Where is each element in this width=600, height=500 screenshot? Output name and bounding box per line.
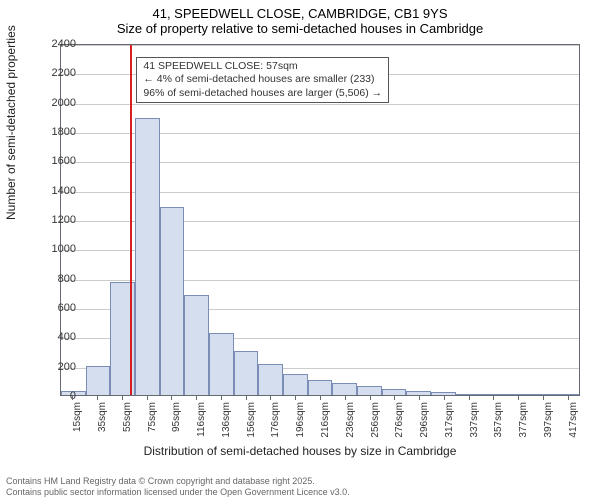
x-tick-label: 337sqm [469,402,480,438]
chart-plot-area: 41 SPEEDWELL CLOSE: 57sqm ← 4% of semi-d… [60,44,580,396]
x-tick-label: 75sqm [147,402,158,432]
x-tick-label: 55sqm [122,402,133,432]
x-tick-mark [345,396,346,400]
histogram-bar [480,394,505,395]
x-tick-mark [320,396,321,400]
x-axis-title: Distribution of semi-detached houses by … [0,444,600,458]
callout-box: 41 SPEEDWELL CLOSE: 57sqm ← 4% of semi-d… [136,57,389,102]
x-tick-mark [469,396,470,400]
histogram-bar [554,394,579,395]
footer-line-1: Contains HM Land Registry data © Crown c… [6,476,350,487]
footer-attribution: Contains HM Land Registry data © Crown c… [6,476,350,498]
y-tick-label: 2000 [36,97,76,109]
x-tick-mark [543,396,544,400]
histogram-bar [184,295,209,395]
histogram-bar [456,394,481,395]
histogram-bar [382,389,407,395]
footer-line-2: Contains public sector information licen… [6,487,350,498]
chart-title-sub: Size of property relative to semi-detach… [0,21,600,36]
histogram-bar [160,207,185,395]
x-tick-label: 176sqm [270,402,281,438]
x-tick-label: 397sqm [543,402,554,438]
x-tick-label: 116sqm [196,402,207,437]
x-tick-label: 417sqm [568,402,579,438]
x-tick-mark [568,396,569,400]
histogram-bar [209,333,234,395]
histogram-bar [258,364,283,395]
x-tick-mark [196,396,197,400]
y-tick-label: 0 [36,390,76,402]
x-tick-label: 317sqm [444,402,455,438]
y-tick-label: 1800 [36,126,76,138]
x-tick-label: 156sqm [246,402,257,438]
x-tick-label: 35sqm [97,402,108,432]
histogram-bar [332,383,357,395]
x-tick-mark [246,396,247,400]
x-tick-label: 357sqm [493,402,504,438]
y-tick-label: 1400 [36,185,76,197]
chart-title-block: 41, SPEEDWELL CLOSE, CAMBRIDGE, CB1 9YS … [0,0,600,36]
x-tick-label: 216sqm [320,402,331,438]
y-axis-title: Number of semi-detached properties [4,25,18,220]
x-tick-label: 15sqm [72,402,83,432]
histogram-bar [530,394,555,395]
x-tick-mark [394,396,395,400]
x-tick-mark [444,396,445,400]
histogram-bar [234,351,259,395]
histogram-bar [431,392,456,395]
chart-title-main: 41, SPEEDWELL CLOSE, CAMBRIDGE, CB1 9YS [0,6,600,21]
x-tick-mark [171,396,172,400]
x-tick-label: 136sqm [221,402,232,438]
x-tick-label: 276sqm [394,402,405,438]
y-tick-label: 1200 [36,214,76,226]
x-tick-label: 95sqm [171,402,182,432]
y-tick-label: 200 [36,361,76,373]
x-tick-mark [122,396,123,400]
callout-line-2: ← 4% of semi-detached houses are smaller… [143,73,382,86]
histogram-bar [357,386,382,395]
x-tick-mark [518,396,519,400]
x-tick-mark [147,396,148,400]
x-tick-mark [221,396,222,400]
histogram-bar [406,391,431,395]
y-tick-label: 2400 [36,38,76,50]
histogram-bar [135,118,160,395]
x-tick-label: 296sqm [419,402,430,438]
histogram-bar [308,380,333,395]
callout-line-1: 41 SPEEDWELL CLOSE: 57sqm [143,60,382,73]
x-tick-mark [270,396,271,400]
y-tick-label: 600 [36,302,76,314]
x-tick-label: 196sqm [295,402,306,438]
reference-line [130,45,132,395]
x-tick-mark [419,396,420,400]
x-tick-mark [295,396,296,400]
histogram-bar [283,374,308,395]
y-tick-label: 2200 [36,67,76,79]
x-tick-mark [72,396,73,400]
y-tick-label: 400 [36,331,76,343]
y-tick-label: 1600 [36,155,76,167]
histogram-bar [505,394,530,395]
callout-line-3: 96% of semi-detached houses are larger (… [143,87,382,100]
y-tick-label: 800 [36,273,76,285]
x-tick-label: 236sqm [345,402,356,438]
y-tick-label: 1000 [36,243,76,255]
histogram-bar [86,366,111,395]
x-tick-mark [97,396,98,400]
x-tick-label: 256sqm [370,402,381,438]
x-tick-mark [493,396,494,400]
x-tick-label: 377sqm [518,402,529,438]
x-tick-mark [370,396,371,400]
